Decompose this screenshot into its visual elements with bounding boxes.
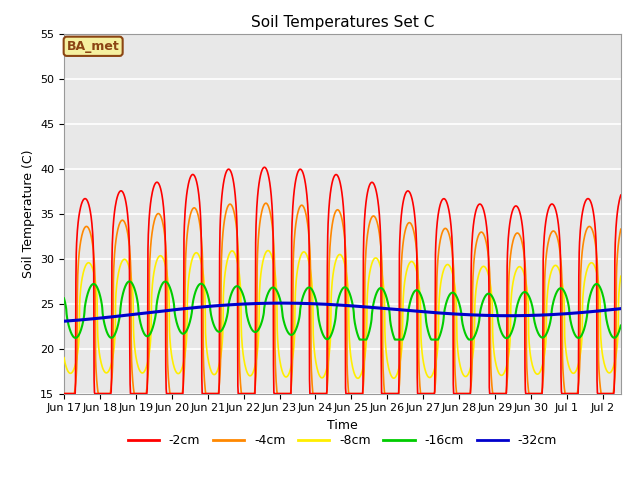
-32cm: [126, 312, 134, 318]
-2cm: [308, 391, 316, 396]
-32cm: [378, 305, 385, 311]
-16cm: [125, 278, 133, 284]
Title: Soil Temperatures Set C: Soil Temperatures Set C: [251, 15, 434, 30]
Line: -16cm: -16cm: [64, 281, 621, 339]
-16cm: [318, 330, 326, 336]
-32cm: [297, 300, 305, 306]
-16cm: [297, 303, 305, 309]
Line: -4cm: -4cm: [64, 203, 621, 394]
-32cm: [60, 318, 68, 324]
-32cm: [308, 301, 316, 307]
-4cm: [378, 248, 385, 254]
-4cm: [262, 200, 269, 206]
-4cm: [617, 226, 625, 232]
-16cm: [103, 330, 111, 336]
-8cm: [103, 370, 111, 376]
-4cm: [297, 203, 305, 209]
-4cm: [126, 248, 134, 253]
-16cm: [378, 285, 385, 291]
Text: BA_met: BA_met: [67, 40, 120, 53]
-2cm: [103, 391, 111, 396]
-2cm: [297, 167, 305, 172]
-4cm: [60, 391, 68, 396]
Line: -8cm: -8cm: [64, 251, 621, 378]
-8cm: [126, 267, 134, 273]
-8cm: [60, 355, 68, 360]
-2cm: [126, 341, 134, 347]
-16cm: [126, 279, 134, 285]
-2cm: [260, 164, 268, 170]
-16cm: [356, 336, 364, 342]
-4cm: [308, 382, 316, 387]
-32cm: [103, 314, 111, 320]
-8cm: [264, 248, 272, 253]
-2cm: [378, 355, 385, 360]
Legend: -2cm, -4cm, -8cm, -16cm, -32cm: -2cm, -4cm, -8cm, -16cm, -32cm: [123, 429, 562, 452]
-32cm: [617, 306, 625, 312]
-8cm: [354, 375, 362, 381]
-16cm: [60, 296, 68, 301]
X-axis label: Time: Time: [327, 419, 358, 432]
-16cm: [308, 287, 316, 293]
-4cm: [103, 391, 111, 396]
-4cm: [318, 391, 326, 396]
Line: -2cm: -2cm: [64, 167, 621, 394]
-2cm: [318, 391, 326, 396]
-8cm: [297, 253, 305, 259]
-2cm: [60, 391, 68, 396]
-2cm: [617, 192, 625, 198]
Line: -32cm: -32cm: [64, 303, 621, 321]
-16cm: [617, 323, 625, 328]
-8cm: [378, 269, 385, 275]
-32cm: [318, 301, 326, 307]
Y-axis label: Soil Temperature (C): Soil Temperature (C): [22, 149, 35, 278]
-8cm: [617, 274, 625, 279]
-8cm: [318, 375, 326, 381]
-8cm: [308, 283, 316, 289]
-32cm: [278, 300, 285, 306]
